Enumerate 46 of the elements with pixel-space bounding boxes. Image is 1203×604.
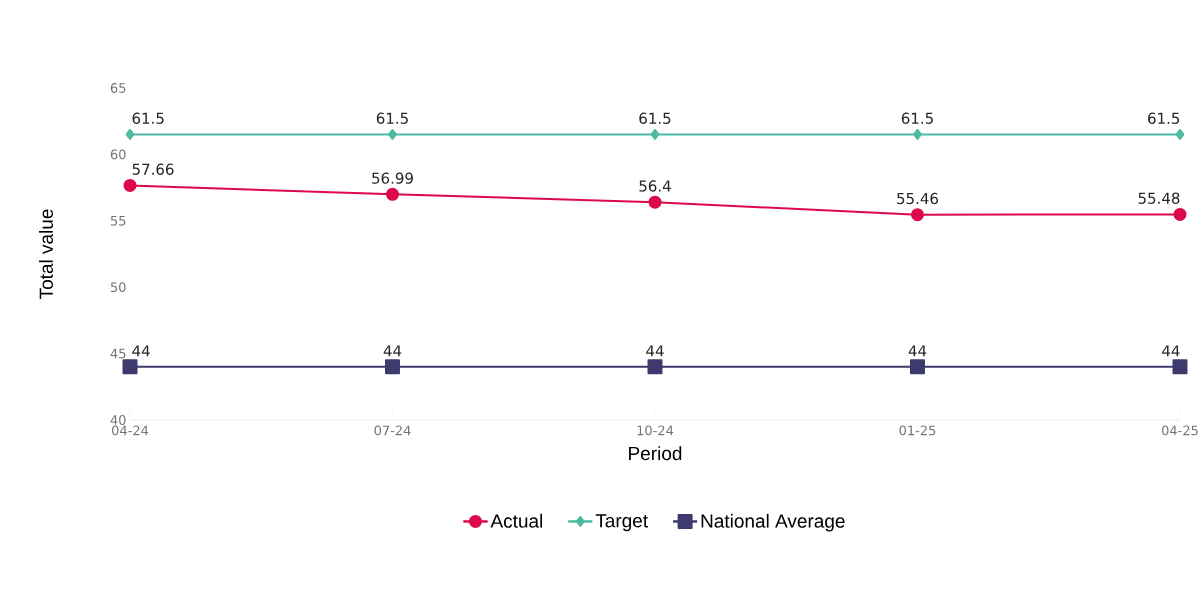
y-tick-label: 40 (110, 415, 126, 425)
point (910, 208, 924, 222)
data-label: 61.5 (376, 112, 408, 124)
point (388, 128, 397, 140)
point (122, 359, 138, 375)
y-tick-label: 45 (110, 348, 126, 359)
point (647, 359, 663, 375)
legend-label: Actual (490, 513, 543, 528)
data-label: 55.46 (897, 192, 939, 205)
data-label: 61.5 (639, 112, 671, 124)
point (1172, 359, 1188, 375)
data-label: 44 (383, 345, 402, 357)
x-tick-label: 04-25 (1161, 425, 1198, 436)
data-label: 44 (646, 345, 664, 357)
data-label: 44 (908, 345, 927, 357)
y-tick-label: 60 (110, 149, 126, 160)
data-label: 44 (132, 345, 150, 357)
x-tick-label: 07-24 (374, 425, 411, 436)
point (386, 187, 399, 201)
point (125, 128, 135, 140)
point (909, 359, 925, 375)
point (1175, 128, 1185, 140)
data-label: 56.4 (639, 180, 671, 192)
y-axis-title: Total value (39, 209, 53, 299)
x-tick-label: 01-25 (899, 425, 936, 436)
y-tick-label: 65 (110, 83, 126, 93)
data-label: 61.5 (132, 112, 164, 124)
data-label: 61.5 (901, 112, 933, 124)
point (123, 178, 137, 192)
data-label: 61.5 (1148, 112, 1180, 124)
x-tick-label: 04-24 (111, 425, 149, 436)
point (1173, 207, 1187, 221)
x-tick-label: 10-24 (637, 425, 674, 436)
point (385, 359, 400, 375)
data-label: 57.66 (132, 163, 174, 175)
y-tick-label: 50 (110, 282, 126, 293)
y-tick-label: 55 (110, 215, 126, 226)
x-axis-title: Period (629, 446, 682, 461)
point (650, 128, 660, 140)
legend-label: National Average (701, 513, 845, 532)
data-label: 56.99 (372, 172, 413, 184)
point (913, 128, 922, 140)
point (648, 195, 662, 209)
data-label: 55.48 (1138, 192, 1180, 204)
data-label: 44 (1162, 345, 1180, 357)
legend-label: Target (595, 514, 648, 532)
